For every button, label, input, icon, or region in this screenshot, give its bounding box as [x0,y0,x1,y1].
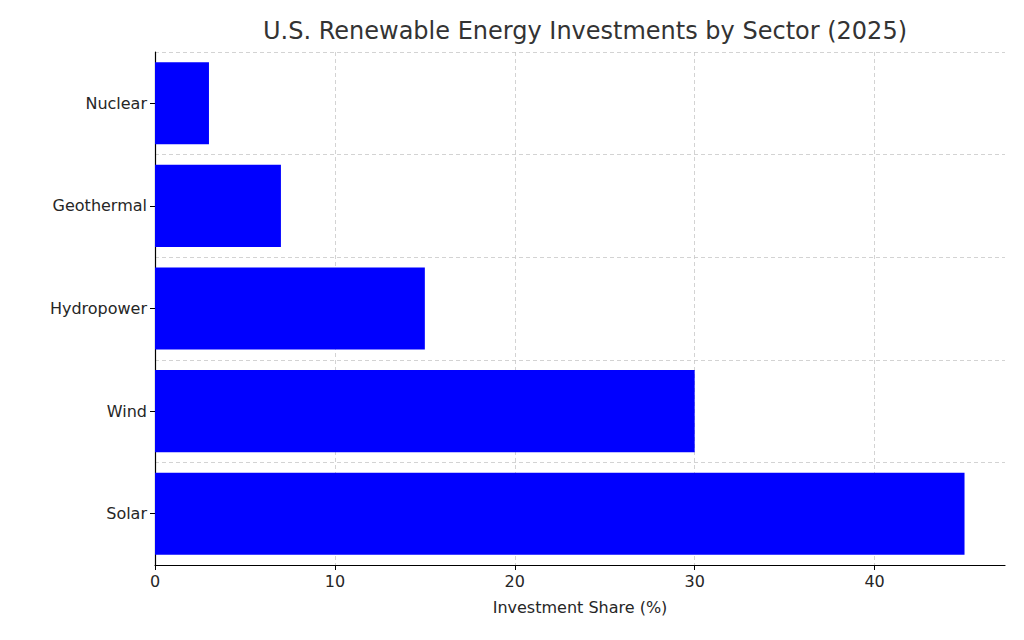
svg-text:Hydropower: Hydropower [50,299,148,318]
svg-text:20: 20 [505,572,525,591]
svg-text:Investment Share (%): Investment Share (%) [493,598,668,617]
svg-text:40: 40 [864,572,884,591]
svg-text:30: 30 [685,572,705,591]
svg-text:U.S. Renewable Energy Investme: U.S. Renewable Energy Investments by Sec… [263,17,907,45]
svg-text:Wind: Wind [107,402,147,421]
svg-text:Solar: Solar [106,504,147,523]
svg-text:Nuclear: Nuclear [85,94,147,113]
svg-text:10: 10 [325,572,345,591]
svg-text:Geothermal: Geothermal [53,196,147,215]
svg-text:0: 0 [150,572,160,591]
